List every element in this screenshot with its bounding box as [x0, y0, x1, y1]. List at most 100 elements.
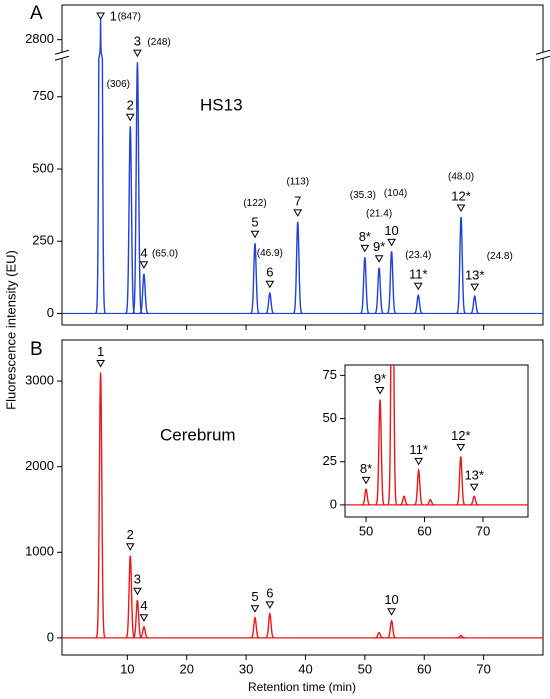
amount-label: (113): [286, 177, 309, 188]
peak-label: 11*: [409, 442, 428, 457]
peak: [425, 498, 436, 506]
x-tick-label: 30: [239, 661, 253, 676]
peak-label: 1: [97, 344, 104, 359]
trace: [62, 19, 543, 315]
amount-label: (122): [243, 198, 266, 209]
peak-marker: [139, 614, 149, 622]
peak: [456, 456, 466, 506]
amount-label: (23.4): [405, 250, 431, 261]
peak-label: 5: [251, 589, 258, 604]
peak-label: 2: [127, 527, 134, 542]
peak-label: 7: [294, 193, 301, 208]
peak-label: 9*: [374, 371, 386, 386]
plot-frame: [61, 339, 544, 656]
peak-marker: [414, 457, 424, 466]
peak-label: 12*: [451, 428, 471, 443]
axis-break-gap: [536, 52, 550, 59]
peak-marker: [250, 230, 260, 239]
peak-label: 12*: [451, 188, 471, 203]
peak-label: 3: [134, 572, 141, 587]
axis-break: [535, 49, 550, 55]
peak-label: 3: [134, 34, 141, 49]
y-tick-label: 0: [47, 629, 54, 644]
peak-marker: [293, 209, 303, 217]
peak: [374, 631, 384, 639]
amount-label: (306): [107, 79, 130, 90]
amount-label: (65.0): [152, 249, 178, 260]
x-tick-label: 10: [120, 661, 134, 676]
peak-label: 2: [127, 98, 134, 113]
peak-marker: [413, 282, 423, 291]
peak-label: 1: [110, 8, 117, 23]
peak-label: 6: [266, 585, 273, 600]
peak: [399, 495, 409, 506]
peak: [413, 467, 424, 506]
peak: [250, 243, 260, 315]
panel-label: HS13: [200, 95, 243, 114]
peak-marker: [470, 283, 480, 292]
axis-break: [54, 55, 70, 61]
inset-bg: [345, 365, 528, 517]
amount-label: (35.3): [350, 190, 376, 201]
peak: [375, 399, 385, 506]
amount-label: (24.8): [487, 251, 513, 262]
peak-marker: [125, 113, 135, 122]
amount-label: (248): [147, 37, 170, 48]
peak-marker: [265, 280, 275, 289]
x-tick-label: 60: [417, 523, 431, 538]
peak: [386, 251, 397, 315]
peak-marker: [96, 12, 105, 20]
peak: [125, 555, 136, 639]
peak: [139, 273, 149, 315]
peak: [413, 293, 424, 315]
plot-frame: [61, 4, 544, 326]
peak: [139, 625, 149, 639]
y-tick-label: 0: [330, 496, 337, 511]
peak-label: 10: [384, 223, 398, 238]
axis-break: [54, 49, 70, 55]
amount-label: (21.4): [366, 208, 392, 219]
peak-marker: [375, 387, 385, 395]
x-tick-label: 50: [358, 661, 372, 676]
peak: [374, 267, 384, 315]
peak-label: 8*: [360, 461, 372, 476]
amount-label: (847): [118, 12, 141, 23]
panel-label: Cerebrum: [160, 425, 236, 444]
peak-marker: [250, 605, 260, 613]
peak-marker: [387, 238, 396, 247]
plot-frame: [344, 364, 529, 518]
x-tick-label: 20: [179, 661, 193, 676]
y-tick-label: 25: [323, 453, 337, 468]
peak-marker: [96, 360, 105, 368]
peak: [292, 221, 303, 315]
peak: [95, 372, 106, 639]
panel: 10 20 30 40 50 60 70 0 1000 2000 3000 1 2 3 4 5 6 10: [25, 339, 544, 676]
y-tick-label: 75: [323, 367, 337, 382]
y-tick-label: 50: [323, 410, 337, 425]
peak: [265, 612, 275, 639]
peak-marker: [374, 255, 384, 263]
peak: [250, 616, 260, 639]
y-tick-label: 250: [32, 233, 54, 248]
x-tick-label: 60: [417, 661, 431, 676]
peak-marker: [456, 444, 466, 452]
peak: [456, 634, 466, 639]
peak-marker: [133, 49, 142, 58]
peak-label: 4: [140, 245, 147, 260]
y-tick-label: 500: [32, 160, 54, 175]
peak-marker: [361, 476, 371, 485]
x-tick-label: 70: [476, 661, 490, 676]
peak-marker: [133, 587, 142, 596]
panel: 50 60 70 0 25 50 75 8* 9* 11* 12* 13*: [323, 364, 529, 538]
x-tick-label: 40: [298, 661, 312, 676]
peak-label: 6: [266, 265, 273, 280]
peak-label: 13*: [465, 268, 485, 283]
panel-letter: A: [30, 3, 43, 24]
amount-label: (46.9): [257, 248, 283, 259]
peak-marker: [469, 483, 479, 492]
peak: [387, 365, 398, 506]
peak: [132, 600, 143, 639]
x-tick-label: 50: [359, 523, 373, 538]
y-tick-label: 1000: [25, 544, 54, 559]
